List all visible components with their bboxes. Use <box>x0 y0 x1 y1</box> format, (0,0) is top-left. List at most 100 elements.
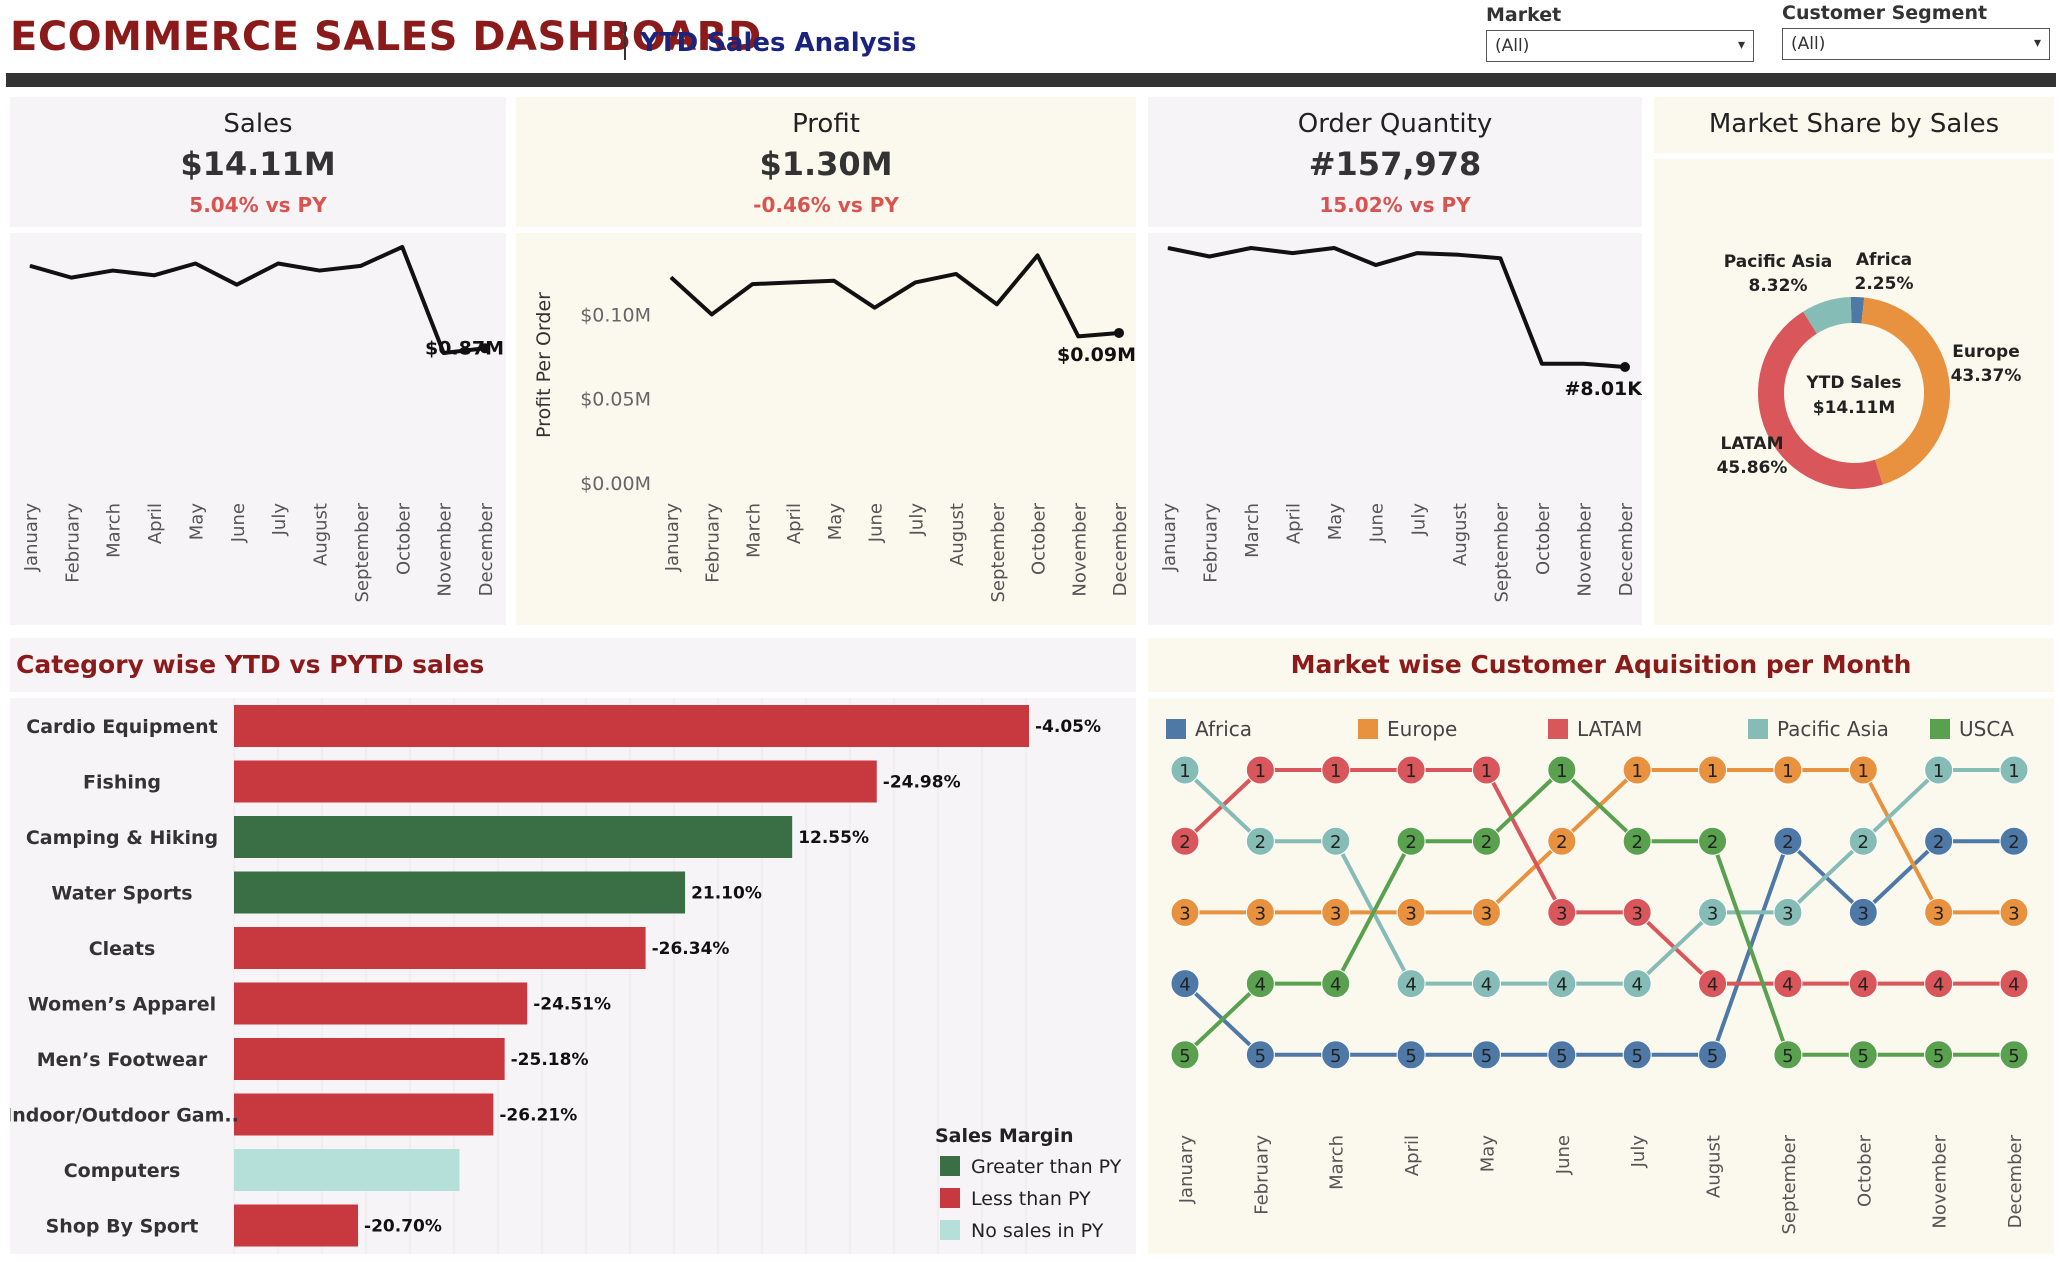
trend-end-label: $0.87M <box>425 337 504 359</box>
trend-point <box>1209 256 1211 258</box>
rank-label: 3 <box>2008 903 2019 924</box>
market-filter-label: Market <box>1486 4 1562 26</box>
rank-label: 3 <box>1707 903 1718 924</box>
month-tick-label: September <box>1491 502 1512 602</box>
month-tick-label: February <box>62 503 83 583</box>
month-tick-label: August <box>1704 1135 1725 1198</box>
rank-label: 3 <box>1933 903 1944 924</box>
legend-label: No sales in PY <box>971 1220 1104 1242</box>
rank-marker <box>1848 826 1878 856</box>
month-tick-label: June <box>1367 503 1388 543</box>
segment-filter-value: (All) <box>1791 34 1826 54</box>
trend-point <box>29 265 31 267</box>
legend-label: Pacific Asia <box>1777 717 1889 741</box>
profit-kpi-value: $1.30M <box>759 145 893 183</box>
rank-marker <box>1848 1040 1878 1070</box>
donut-slice <box>1803 297 1852 334</box>
rank-label: 4 <box>1782 975 1793 996</box>
rank-label: 4 <box>1481 975 1492 996</box>
market-filter-dropdown[interactable]: (All) ▾ <box>1486 30 1754 62</box>
rank-label: 1 <box>1631 761 1642 782</box>
category-value-label: -26.21% <box>499 1106 577 1126</box>
category-label: Indoor/Outdoor Gam.. <box>10 1105 239 1127</box>
market-share-header: Market Share by Sales <box>1654 97 2054 153</box>
category-label: Fishing <box>83 772 161 794</box>
legend-label: USCA <box>1959 717 2014 741</box>
rank-label: 5 <box>1330 1046 1341 1067</box>
rank-label: 4 <box>1330 975 1341 996</box>
rank-label: 5 <box>1179 1046 1190 1067</box>
rank-label: 2 <box>1481 832 1492 853</box>
category-value-label: -26.34% <box>652 939 730 959</box>
rank-label: 1 <box>2008 761 2019 782</box>
rank-marker <box>1924 755 1954 785</box>
rank-label: 2 <box>1858 832 1869 853</box>
trend-point <box>1292 252 1294 254</box>
rank-label: 1 <box>1481 761 1492 782</box>
category-label: Women’s Apparel <box>28 994 216 1016</box>
rank-marker <box>1547 969 1577 999</box>
rank-marker <box>1698 897 1728 927</box>
rank-marker <box>1999 1040 2029 1070</box>
orders-kpi-delta: 15.02% vs PY <box>1319 193 1471 217</box>
month-tick-label: May <box>186 503 207 541</box>
trend-point <box>955 273 957 275</box>
rank-marker <box>1170 826 1200 856</box>
trend-point <box>360 265 362 267</box>
rank-marker <box>1170 897 1200 927</box>
legend-swatch <box>1358 719 1378 739</box>
rank-label: 5 <box>2008 1046 2019 1067</box>
category-value-label: -25.18% <box>511 1050 589 1070</box>
rank-label: 2 <box>1933 832 1944 853</box>
category-value-label: 21.10% <box>691 884 762 904</box>
month-tick-label: April <box>784 503 805 544</box>
category-bar <box>234 1038 505 1080</box>
rank-label: 1 <box>1933 761 1944 782</box>
rank-marker <box>1245 897 1275 927</box>
profit-trend-chart: $0.00M $0.05M $0.10M Profit Per Order $0.09M… <box>533 253 1136 603</box>
month-tick-label: November <box>435 502 456 596</box>
trend-point <box>1620 362 1630 372</box>
legend-label: Less than PY <box>971 1188 1091 1210</box>
rank-label: 5 <box>1405 1046 1416 1067</box>
month-tick-label: January <box>662 503 683 573</box>
category-label: Cleats <box>89 938 156 960</box>
donut-slice <box>1861 297 1950 485</box>
trend-point <box>1458 254 1460 256</box>
trend-point <box>1582 363 1584 365</box>
trend-point <box>1114 327 1124 338</box>
legend-swatch <box>940 1188 960 1208</box>
rank-marker <box>1698 969 1728 999</box>
rank-marker <box>1471 969 1501 999</box>
rank-label: 5 <box>1707 1046 1718 1067</box>
y-tick-label: $0.00M <box>580 473 651 495</box>
rank-marker <box>1698 1040 1728 1070</box>
rank-label: 2 <box>1556 832 1567 853</box>
month-tick-label: November <box>1930 1134 1951 1228</box>
sales-trend-panel: $0.87M January February March April May June Ju… <box>10 233 506 625</box>
legend-label: Greater than PY <box>971 1156 1122 1178</box>
month-tick-label: December <box>1616 502 1637 596</box>
trend-point <box>1077 335 1079 337</box>
trend-point <box>236 284 238 286</box>
category-label: Men’s Footwear <box>37 1049 208 1071</box>
month-tick-label: December <box>2005 1134 2026 1228</box>
category-label: Water Sports <box>51 883 192 905</box>
donut-slice <box>1758 311 1883 490</box>
rank-label: 1 <box>1707 761 1718 782</box>
rank-marker <box>1321 969 1351 999</box>
orders-kpi-value: #157,978 <box>1308 145 1482 183</box>
month-tick-label: March <box>1242 503 1263 558</box>
rank-label: 3 <box>1556 903 1567 924</box>
rank-marker <box>1773 897 1803 927</box>
trend-line <box>1167 246 1626 369</box>
market-filter-value: (All) <box>1495 36 1530 56</box>
trend-point <box>153 274 155 276</box>
month-tick-label: August <box>1450 503 1471 566</box>
segment-filter-dropdown[interactable]: (All) ▾ <box>1782 28 2050 60</box>
rank-marker <box>1547 826 1577 856</box>
trend-end-label: $0.09M <box>1057 344 1136 366</box>
donut-slice-value: 43.37% <box>1951 366 2022 386</box>
rank-label: 1 <box>1858 761 1869 782</box>
sales-trend-chart: $0.87M January February March April May June Ju… <box>21 245 504 603</box>
